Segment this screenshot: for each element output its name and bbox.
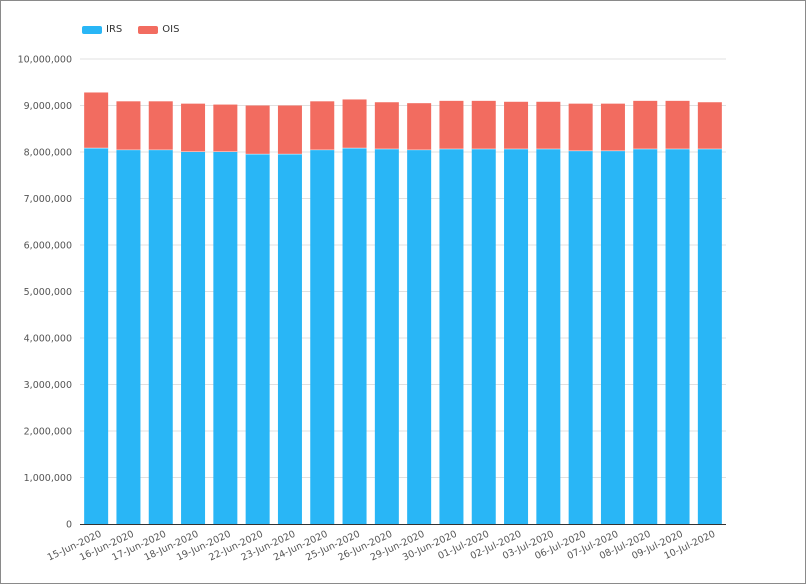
y-tick-label: 0	[66, 520, 72, 531]
y-tick-label: 9,000,000	[24, 101, 72, 112]
bar-ois-29-jun-2020[interactable]	[407, 103, 432, 150]
chart-legend: IRS OIS	[82, 24, 195, 35]
bar-ois-17-jun-2020[interactable]	[148, 101, 173, 150]
bar-ois-09-jul-2020[interactable]	[665, 100, 690, 149]
y-tick-label: 8,000,000	[24, 148, 72, 159]
bar-ois-02-jul-2020[interactable]	[504, 101, 529, 149]
bar-irs-17-jun-2020[interactable]	[148, 149, 173, 525]
bar-irs-23-jun-2020[interactable]	[277, 153, 302, 525]
y-tick-label: 5,000,000	[24, 287, 72, 298]
bar-irs-30-jun-2020[interactable]	[439, 148, 464, 524]
bar-irs-07-jul-2020[interactable]	[600, 150, 625, 525]
bar-irs-01-jul-2020[interactable]	[471, 148, 496, 524]
bar-irs-15-jun-2020[interactable]	[84, 147, 109, 524]
legend-item-ois[interactable]: OIS	[138, 24, 179, 35]
bar-irs-24-jun-2020[interactable]	[310, 149, 335, 525]
bar-ois-01-jul-2020[interactable]	[471, 100, 496, 149]
bar-ois-08-jul-2020[interactable]	[633, 100, 658, 149]
legend-swatch-ois	[138, 25, 159, 34]
y-tick-label: 2,000,000	[24, 427, 72, 438]
y-tick-label: 4,000,000	[24, 334, 72, 345]
gridlines	[80, 58, 726, 478]
bar-irs-16-jun-2020[interactable]	[116, 149, 141, 525]
bar-series	[84, 92, 722, 525]
bar-irs-09-jul-2020[interactable]	[665, 148, 690, 524]
bar-ois-06-jul-2020[interactable]	[568, 103, 593, 151]
bar-irs-19-jun-2020[interactable]	[213, 151, 238, 524]
bar-irs-08-jul-2020[interactable]	[633, 148, 658, 524]
legend-label-irs: IRS	[106, 24, 123, 35]
bar-ois-22-jun-2020[interactable]	[245, 105, 270, 154]
bar-irs-22-jun-2020[interactable]	[245, 153, 270, 525]
legend-label-ois: OIS	[162, 24, 180, 35]
bar-irs-29-jun-2020[interactable]	[407, 149, 432, 525]
bar-irs-03-jul-2020[interactable]	[536, 148, 561, 524]
bar-irs-18-jun-2020[interactable]	[181, 151, 206, 524]
bar-ois-25-jun-2020[interactable]	[342, 99, 367, 148]
bar-irs-10-jul-2020[interactable]	[697, 148, 722, 524]
bar-ois-03-jul-2020[interactable]	[536, 101, 561, 149]
bar-ois-10-jul-2020[interactable]	[697, 102, 722, 149]
bar-ois-15-jun-2020[interactable]	[84, 92, 109, 148]
bar-irs-02-jul-2020[interactable]	[504, 148, 529, 524]
bar-irs-26-jun-2020[interactable]	[374, 148, 399, 524]
bar-ois-26-jun-2020[interactable]	[374, 102, 399, 149]
bar-ois-19-jun-2020[interactable]	[213, 104, 238, 152]
bar-ois-18-jun-2020[interactable]	[181, 103, 206, 152]
bar-ois-16-jun-2020[interactable]	[116, 101, 141, 150]
bar-ois-23-jun-2020[interactable]	[277, 105, 302, 154]
y-tick-label: 7,000,000	[24, 194, 72, 205]
y-tick-label: 3,000,000	[24, 380, 72, 391]
bar-ois-07-jul-2020[interactable]	[600, 103, 625, 151]
bar-ois-30-jun-2020[interactable]	[439, 100, 464, 149]
bar-irs-25-jun-2020[interactable]	[342, 147, 367, 524]
y-tick-label: 1,000,000	[24, 473, 72, 484]
bar-irs-06-jul-2020[interactable]	[568, 150, 593, 525]
y-tick-label: 6,000,000	[24, 241, 72, 252]
y-tick-label: 10,000,000	[18, 55, 72, 66]
bar-ois-24-jun-2020[interactable]	[310, 101, 335, 150]
legend-item-irs[interactable]: IRS	[82, 24, 122, 35]
legend-swatch-irs	[82, 25, 102, 34]
